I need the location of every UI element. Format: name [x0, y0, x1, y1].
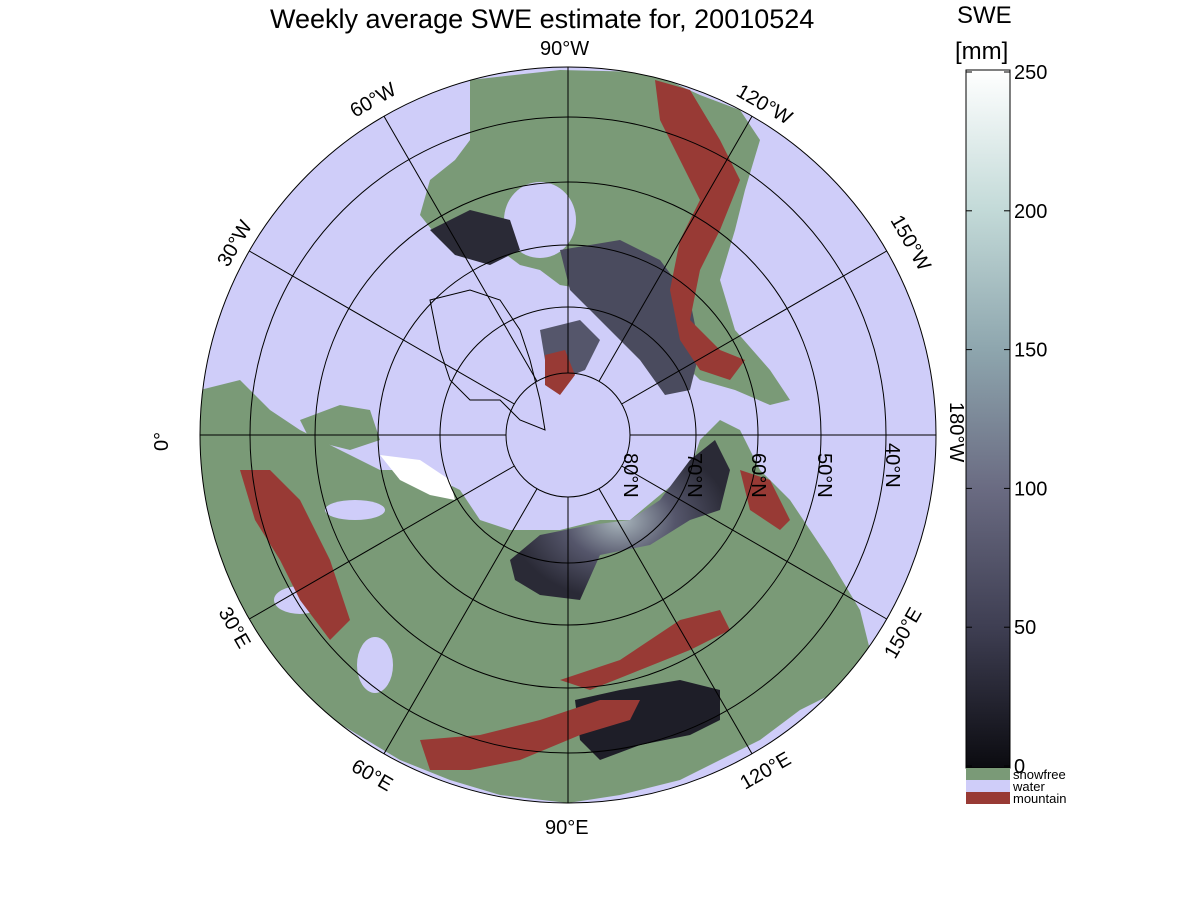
snow-canada-arctic	[560, 240, 700, 395]
legend-swatch-mountain	[966, 792, 1010, 804]
meridian-line	[598, 116, 753, 382]
map-title: Weekly average SWE estimate for, 2001052…	[270, 4, 815, 34]
mountain-alps	[240, 470, 350, 640]
lon-label-90w: 90°W	[540, 38, 589, 60]
water-caspian	[357, 637, 393, 693]
colorbar-tick-label: 150	[1014, 340, 1047, 362]
colorbar-tick-label: 100	[1014, 478, 1047, 500]
map-border	[199, 66, 937, 804]
meridian-line	[383, 488, 538, 754]
colorbar-tick-label: 50	[1014, 617, 1036, 639]
mountain-central-asia	[560, 610, 730, 690]
lon-label-180w: 180°W	[945, 402, 967, 462]
ice-greenland	[429, 289, 546, 431]
lon-label-60e: 60°E	[348, 755, 397, 796]
meridian-line	[621, 250, 887, 405]
lat-label-80n: 80°N	[619, 453, 641, 498]
lon-label-0: 0°	[151, 432, 173, 451]
meridian-line	[249, 250, 515, 405]
colorbar-title: SWE	[957, 2, 1012, 29]
colorbar-tick-label: 250	[1014, 62, 1047, 84]
colorbar-gradient	[965, 69, 1011, 769]
legend-label-snowfree: snowfree	[1013, 767, 1066, 782]
polar-map	[200, 67, 936, 803]
meridian-line	[383, 116, 538, 382]
legend-swatch-water	[966, 780, 1010, 792]
mountain-rockies	[655, 80, 745, 380]
graticule	[200, 67, 936, 803]
lat-label-60n: 60°N	[747, 453, 769, 498]
colorbar-tick-label: 0	[1014, 756, 1025, 778]
latitude-labels: 80°N 70°N 60°N 50°N 40°N	[619, 443, 903, 498]
lat-label-50n: 50°N	[813, 453, 835, 498]
meridian-line	[598, 488, 753, 754]
meridian-line	[621, 465, 887, 620]
snow-siberia	[510, 440, 730, 600]
legend-swatch-snowfree	[966, 768, 1010, 780]
mountain-alaska	[740, 470, 790, 530]
mountain-himalaya	[420, 700, 640, 770]
legend-label-water: water	[1012, 779, 1045, 794]
colorbar-tick-label: 200	[1014, 201, 1047, 223]
ice-novaya	[380, 455, 455, 500]
lon-label-90e: 90°E	[545, 817, 589, 839]
lat-label-70n: 70°N	[683, 453, 705, 498]
land-scandinavia	[300, 405, 380, 450]
meridian-line	[249, 465, 515, 620]
colorbar-unit: [mm]	[955, 38, 1009, 65]
water-baltic	[325, 500, 385, 520]
colorbar: 0 50 100 150 200 250 snowfree water mountain	[965, 62, 1066, 806]
water-hudson-bay	[504, 182, 576, 258]
legend-label-mountain: mountain	[1013, 791, 1066, 806]
snow-labrador	[430, 210, 520, 265]
lat-label-40n: 40°N	[881, 443, 903, 488]
